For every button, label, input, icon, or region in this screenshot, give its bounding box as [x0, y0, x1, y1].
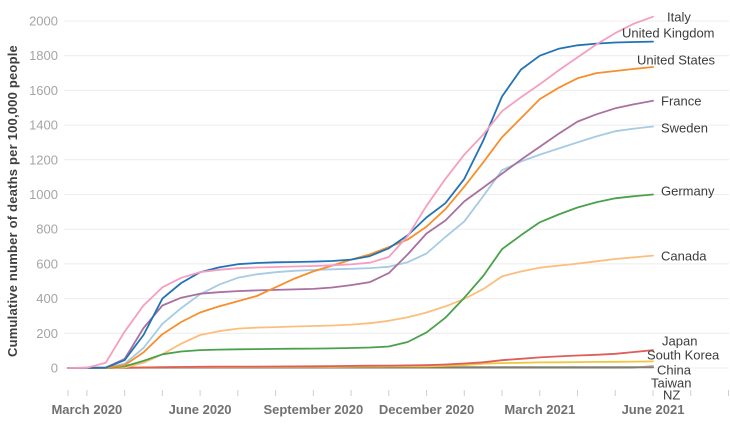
line-united-states	[67, 66, 654, 369]
line-italy	[67, 15, 654, 369]
series-label-taiwan: Taiwan	[651, 376, 691, 391]
y-tick-label-1400: 1400	[29, 118, 58, 133]
y-tick-label-600: 600	[36, 256, 58, 271]
y-tick-label-2000: 2000	[29, 14, 58, 29]
x-tick-label-march-2020: March 2020	[51, 402, 122, 417]
line-sweden	[67, 125, 654, 369]
y-tick-label-0: 0	[51, 361, 58, 376]
series-label-united-kingdom: United Kingdom	[622, 26, 715, 41]
y-axis-title: Cumulative number of deaths per 100,000 …	[5, 45, 20, 357]
series-label-sweden: Sweden	[661, 121, 708, 136]
series-label-nz: NZ	[663, 388, 680, 403]
line-canada	[67, 254, 654, 369]
y-tick-label-1800: 1800	[29, 48, 58, 63]
line-germany	[67, 193, 654, 369]
series-label-united-states: United States	[637, 53, 716, 68]
series-label-canada: Canada	[661, 249, 707, 264]
series-label-japan: Japan	[662, 334, 697, 349]
x-tick-label-june-2021: June 2021	[622, 402, 685, 417]
series-label-france: France	[661, 94, 701, 109]
line-france	[67, 99, 654, 369]
x-tick-label-december-2020: December 2020	[379, 402, 474, 417]
series-label-china: China	[657, 363, 692, 378]
y-tick-label-400: 400	[36, 291, 58, 306]
line-united-kingdom	[67, 40, 654, 369]
x-tick-label-june-2020: June 2020	[169, 402, 232, 417]
y-tick-label-1200: 1200	[29, 152, 58, 167]
line-japan	[67, 349, 654, 369]
y-tick-label-1600: 1600	[29, 83, 58, 98]
y-tick-label-1000: 1000	[29, 187, 58, 202]
series-label-italy: Italy	[667, 10, 691, 25]
y-tick-label-200: 200	[36, 326, 58, 341]
x-tick-label-september-2020: September 2020	[263, 402, 363, 417]
series-label-germany: Germany	[661, 184, 715, 199]
y-tick-label-800: 800	[36, 222, 58, 237]
x-tick-label-march-2021: March 2021	[504, 402, 575, 417]
series-label-south-korea: South Korea	[647, 348, 720, 363]
